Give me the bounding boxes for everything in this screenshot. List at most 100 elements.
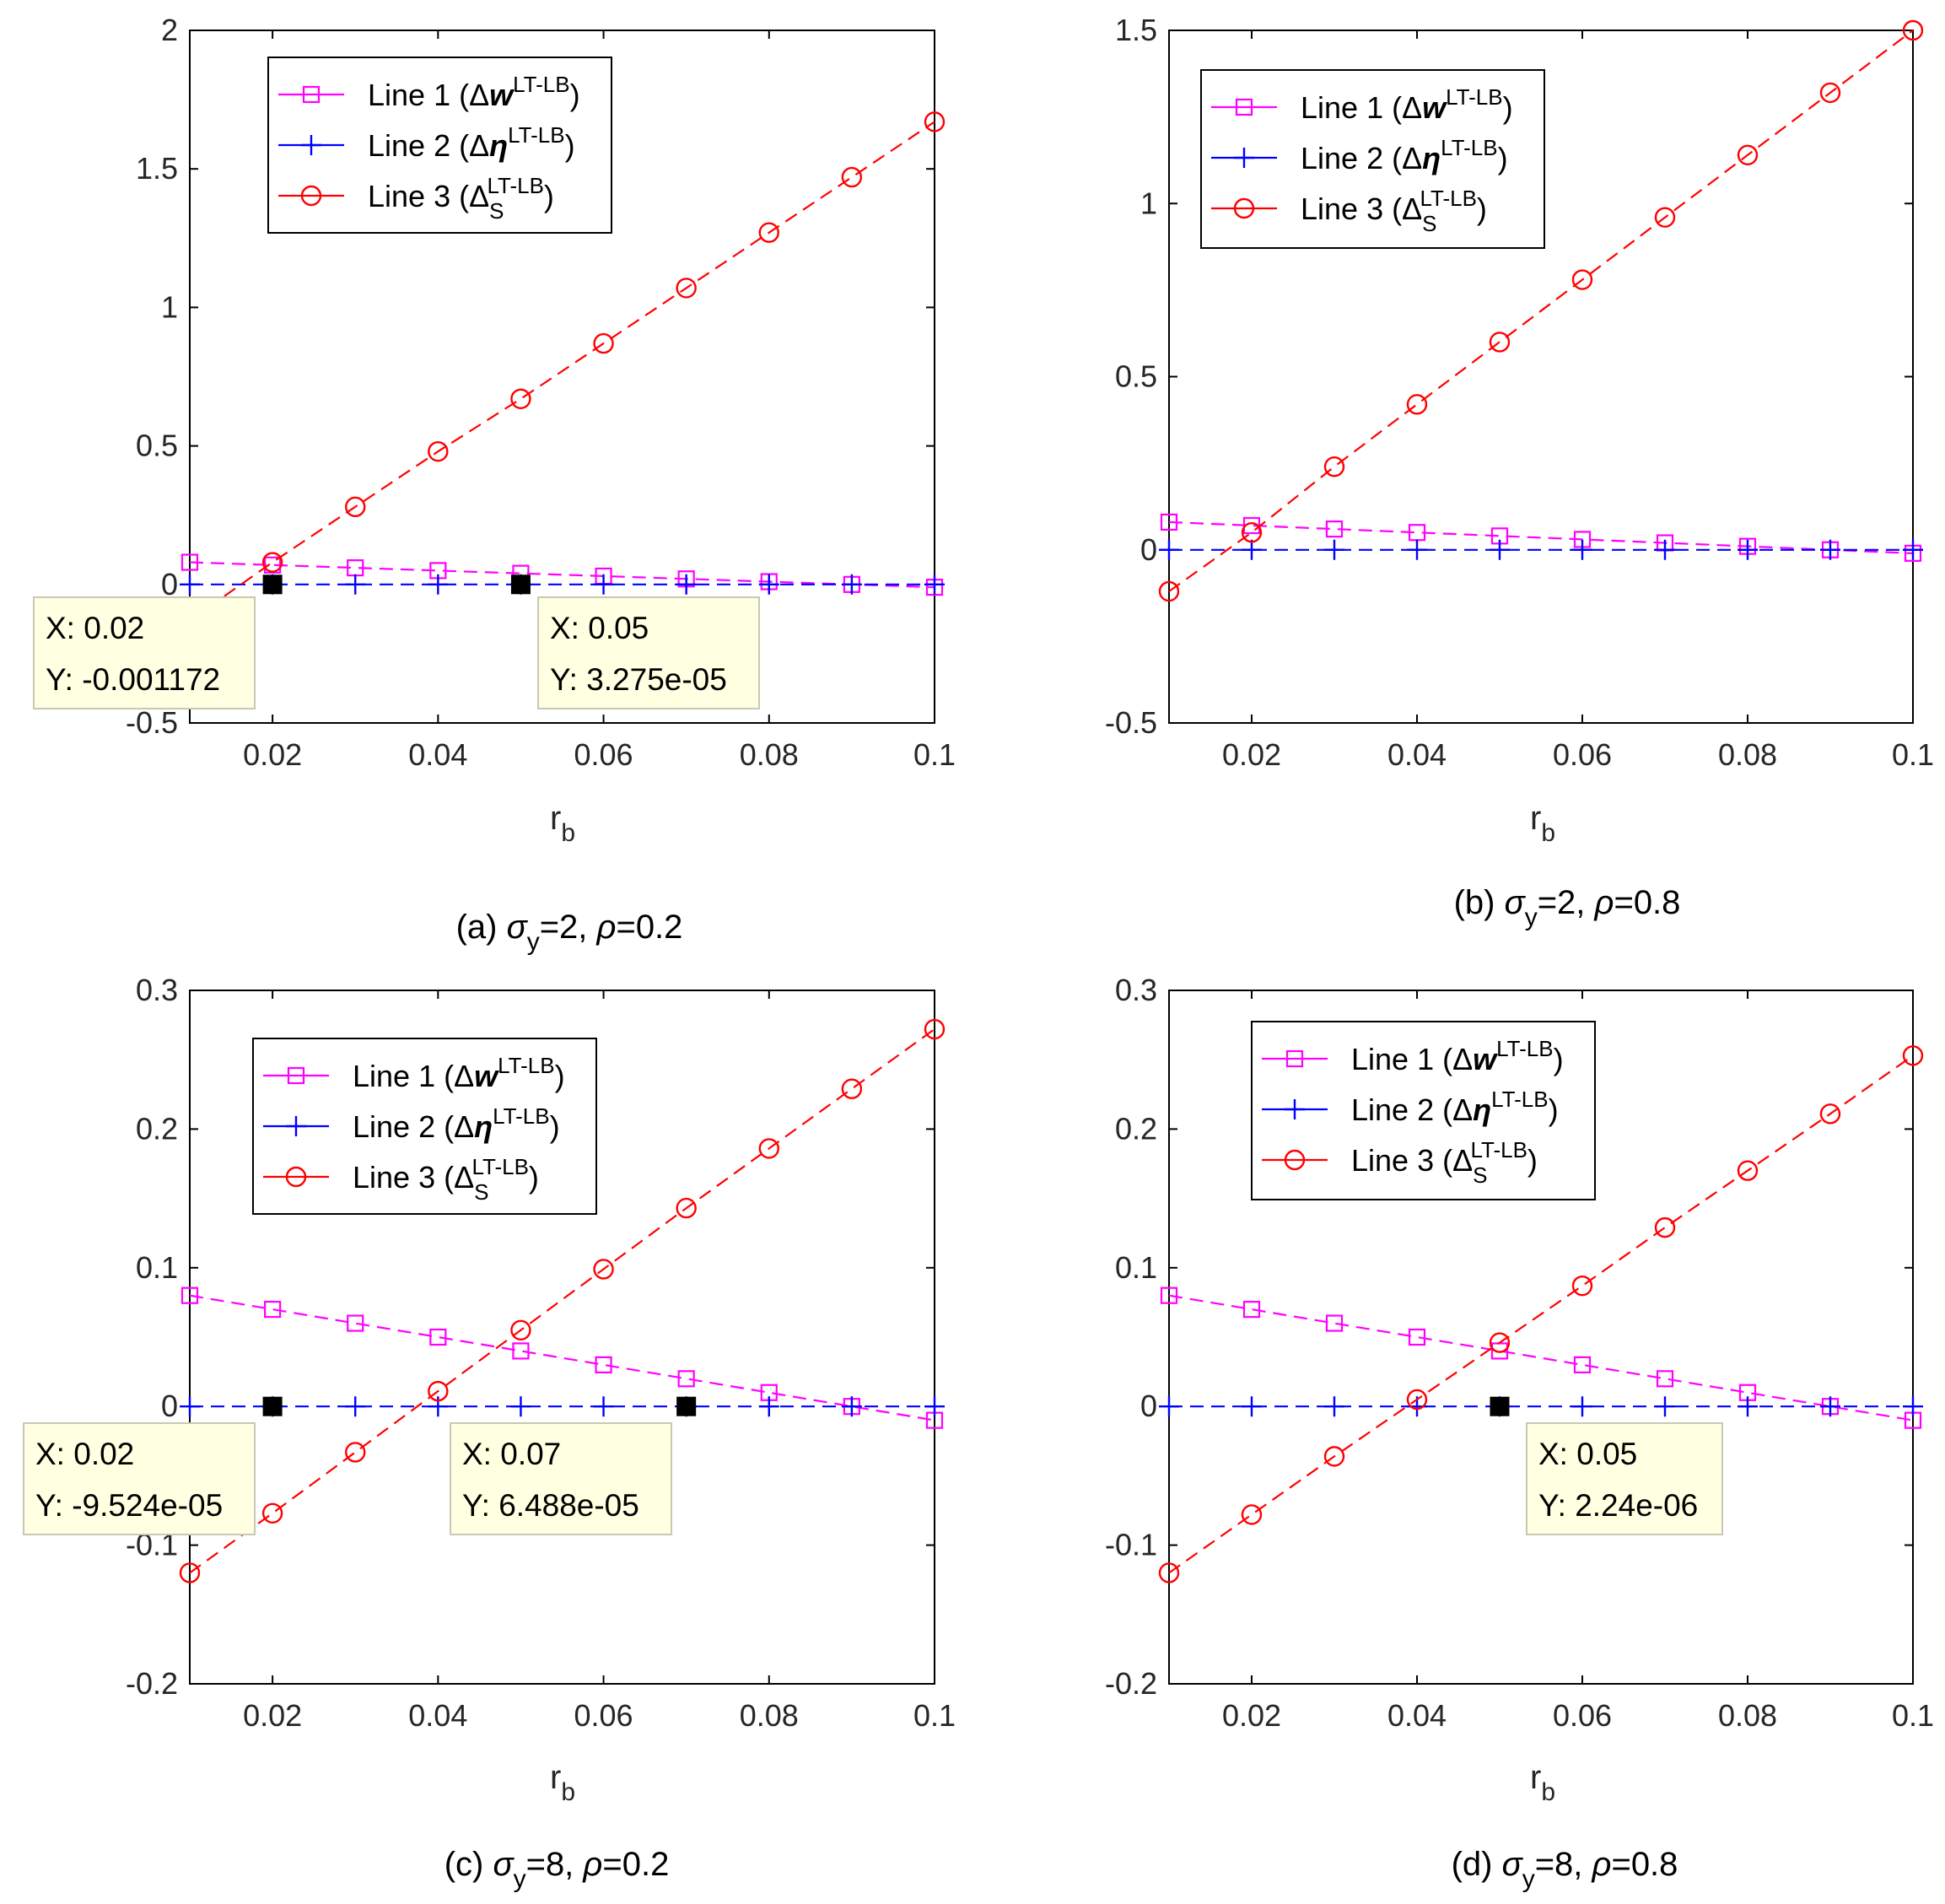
data-point xyxy=(758,574,779,595)
x-tick-label: 0.1 xyxy=(913,737,956,772)
series-line xyxy=(1168,520,1914,554)
data-point xyxy=(593,332,614,354)
legend-box xyxy=(1200,69,1545,249)
data-point xyxy=(261,552,283,573)
legend-marker xyxy=(1284,1149,1306,1171)
x-axis-label: rb xyxy=(1530,800,1555,847)
series-3 xyxy=(1158,19,1924,602)
data-point xyxy=(676,574,697,595)
series-line xyxy=(1168,1054,1914,1574)
y-tick-label: 0.3 xyxy=(136,973,178,1007)
datatip-marker[interactable] xyxy=(262,574,283,595)
x-tick-label: 0.06 xyxy=(1553,737,1612,772)
y-tick-label: 0.3 xyxy=(1115,973,1157,1007)
datatip-marker[interactable] xyxy=(676,1396,697,1416)
legend-entry-2: Line 2 (ΔηLT-LB) xyxy=(368,122,575,163)
legend-entry-1: Line 1 (ΔwLT-LB) xyxy=(1301,84,1513,125)
data-point xyxy=(676,278,697,299)
legend-entry-2: Line 2 (ΔηLT-LB) xyxy=(353,1103,560,1144)
datatip-marker[interactable] xyxy=(510,574,531,595)
y-tick-label: 0.5 xyxy=(1115,359,1157,394)
datatip-box[interactable] xyxy=(537,596,760,709)
data-point xyxy=(345,574,366,595)
y-tick-label: 0 xyxy=(1140,532,1157,567)
datatip-box[interactable] xyxy=(1526,1422,1723,1535)
datatip-x-value: X: 0.05 xyxy=(550,611,649,645)
data-point xyxy=(1572,539,1592,560)
data-point xyxy=(1323,1446,1345,1467)
data-point xyxy=(428,574,449,595)
legend-marker xyxy=(1285,1099,1305,1119)
data-point xyxy=(676,1197,697,1219)
legend-marker xyxy=(301,135,321,155)
data-point xyxy=(758,1138,779,1159)
y-tick-label: 0.2 xyxy=(136,1111,178,1146)
data-point xyxy=(1407,539,1427,560)
data-point xyxy=(1655,539,1675,560)
data-point xyxy=(1903,1396,1923,1417)
data-point xyxy=(1902,1045,1924,1066)
data-point xyxy=(1159,1396,1179,1417)
data-point xyxy=(593,1396,614,1417)
data-point xyxy=(1820,1396,1840,1417)
data-point xyxy=(1241,522,1263,543)
data-point xyxy=(1738,1396,1758,1417)
datatip-marker[interactable] xyxy=(1490,1396,1510,1416)
x-tick-label: 0.08 xyxy=(740,1698,799,1733)
data-point xyxy=(841,1078,863,1099)
datatip-box[interactable] xyxy=(23,1422,256,1535)
data-point xyxy=(593,1259,614,1280)
data-point xyxy=(1324,539,1344,560)
datatip-box[interactable] xyxy=(33,596,256,709)
datatip-box[interactable] xyxy=(450,1422,672,1535)
x-tick-label: 0.04 xyxy=(1387,1698,1447,1733)
series-1 xyxy=(180,1286,944,1429)
data-point xyxy=(593,574,614,595)
data-point xyxy=(512,1342,530,1360)
series-3 xyxy=(1158,1045,1924,1583)
x-tick-label: 0.04 xyxy=(408,737,467,772)
chart-caption: (c) σy=8, ρ=0.2 xyxy=(444,1846,670,1893)
data-point xyxy=(1571,269,1593,290)
legend-entry-1: Line 1 (ΔwLT-LB) xyxy=(1351,1036,1564,1076)
data-point xyxy=(924,574,945,595)
data-point xyxy=(1408,1328,1426,1346)
y-tick-label: 2 xyxy=(161,13,178,47)
datatip-marker[interactable] xyxy=(262,1396,283,1416)
datatip-y-value: Y: -0.001172 xyxy=(46,662,220,697)
legend-entry-3: Line 3 (ΔSLT-LB) xyxy=(1301,186,1487,236)
data-point xyxy=(1159,539,1179,560)
y-tick-label: -0.5 xyxy=(1105,705,1157,740)
legend-marker xyxy=(285,1166,307,1188)
series-line xyxy=(1168,30,1914,592)
data-point xyxy=(758,222,779,243)
data-point xyxy=(1654,207,1676,228)
x-tick-label: 0.02 xyxy=(243,737,302,772)
x-axis-label: rb xyxy=(1530,1759,1555,1806)
data-point xyxy=(264,1301,282,1319)
chart-a: 0.02 0.04 0.06 0.08 0.1 -0.5 0 0.5 1 1.5 2 rb X: 0.0… xyxy=(33,13,956,956)
data-point xyxy=(841,574,862,595)
series-line xyxy=(189,121,935,622)
data-point xyxy=(180,553,199,571)
y-tick-label: 0.2 xyxy=(1115,1111,1157,1146)
data-point xyxy=(345,1442,366,1463)
datatip-y-value: Y: -9.524e-05 xyxy=(35,1488,223,1523)
legend-marker xyxy=(300,185,322,207)
series-2 xyxy=(1159,539,1923,560)
data-point xyxy=(595,1356,612,1373)
data-point xyxy=(345,1396,366,1417)
data-point xyxy=(1406,1389,1428,1410)
x-tick-label: 0.1 xyxy=(1892,1698,1934,1733)
chart-caption: (b) σy=2, ρ=0.8 xyxy=(1454,884,1681,931)
data-point xyxy=(428,440,449,462)
data-point xyxy=(1656,1370,1674,1388)
legend-marker xyxy=(1233,197,1255,219)
legend-marker xyxy=(1235,98,1253,116)
data-point xyxy=(1654,1216,1676,1238)
datatip-x-value: X: 0.02 xyxy=(35,1437,134,1471)
data-point xyxy=(347,1314,364,1332)
data-point xyxy=(1572,1396,1592,1417)
data-point xyxy=(841,1396,862,1417)
data-point xyxy=(1819,1103,1841,1125)
